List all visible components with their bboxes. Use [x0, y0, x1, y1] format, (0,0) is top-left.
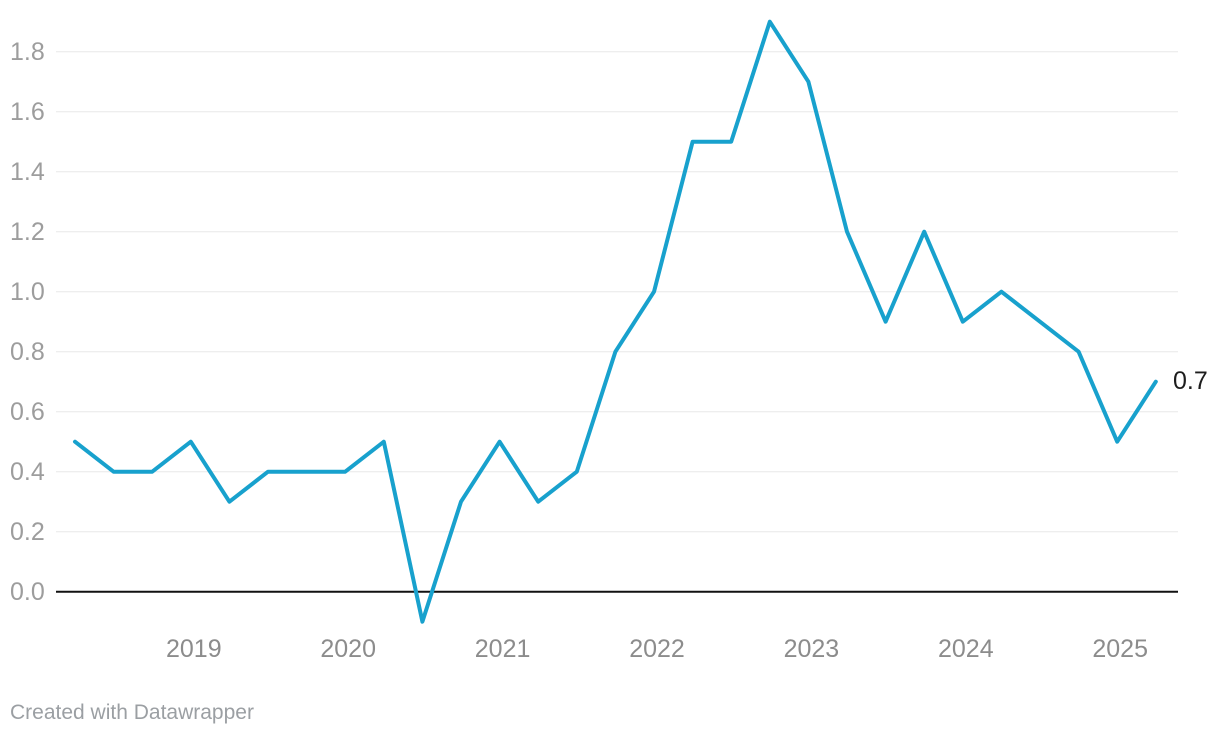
y-axis-tick-label: 0.6: [10, 397, 45, 426]
x-axis-tick-label: 2025: [1092, 635, 1148, 663]
y-axis-tick-label: 0.8: [10, 337, 45, 366]
x-axis-tick-label: 2021: [474, 635, 531, 663]
x-axis-tick-label: 2022: [629, 635, 685, 663]
x-axis-tick-label: 2019: [165, 635, 222, 663]
x-axis-tick-label: 2020: [320, 635, 376, 663]
x-axis-tick-label: 2023: [783, 635, 840, 663]
attribution-text: Created with Datawrapper: [10, 701, 254, 724]
y-axis-tick-label: 0.2: [10, 517, 45, 546]
data-line: [73, 19, 1158, 624]
y-axis-tick-label: 1.8: [10, 37, 45, 66]
y-axis-tick-label: 1.0: [10, 277, 45, 306]
y-axis-tick-label: 1.4: [10, 157, 45, 186]
y-axis-tick-label: 1.6: [10, 97, 45, 126]
end-value-label: 0.7: [1173, 367, 1208, 395]
y-axis-tick-label: 0.0: [10, 577, 45, 606]
x-axis-tick-label: 2024: [937, 635, 994, 663]
y-axis-tick-label: 0.4: [10, 457, 45, 486]
y-axis-tick-label: 1.2: [10, 217, 45, 246]
